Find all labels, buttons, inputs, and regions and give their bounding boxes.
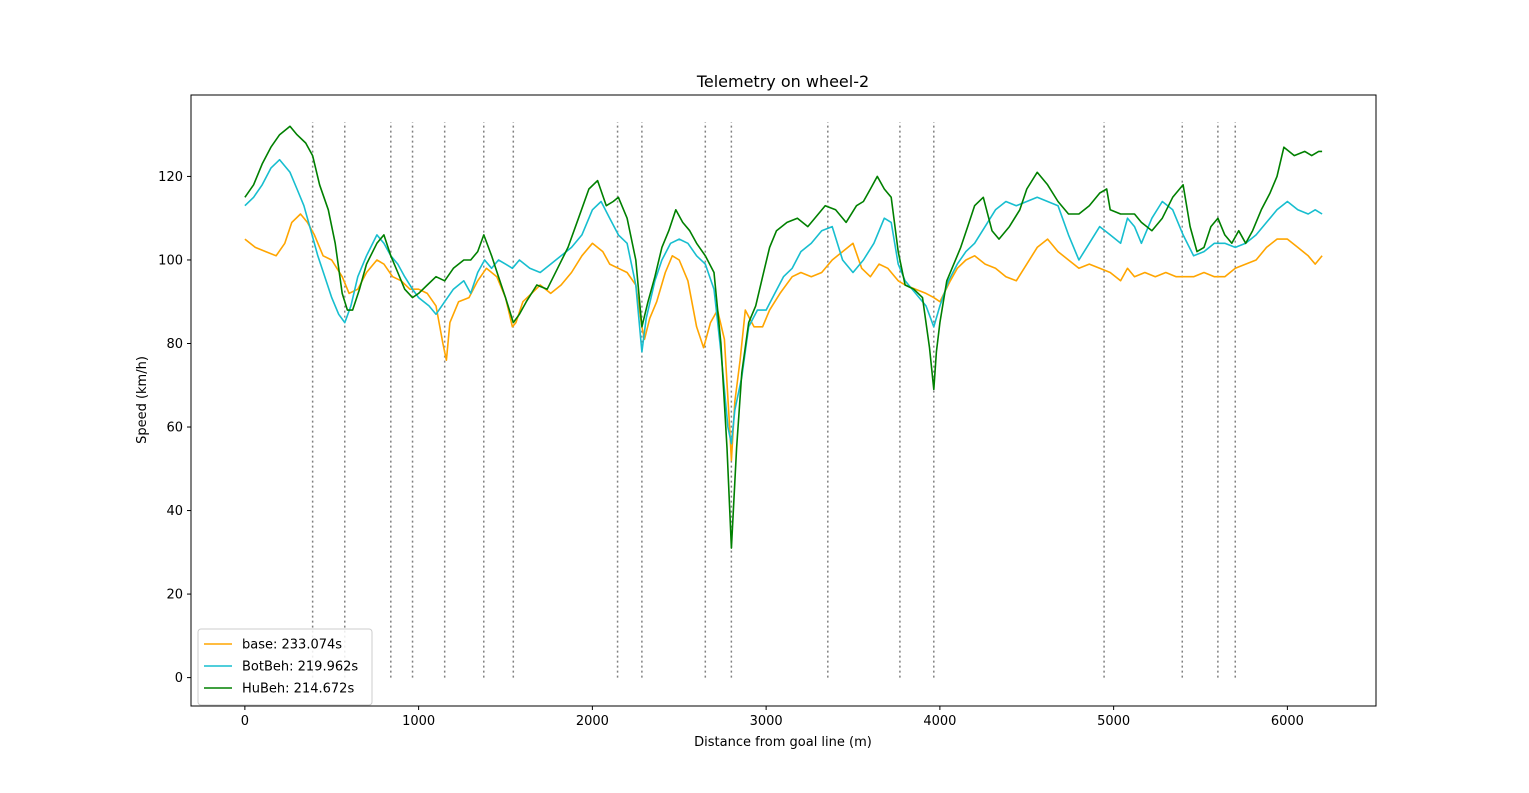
y-tick-label: 80 bbox=[166, 337, 183, 352]
series-lines bbox=[244, 125, 1323, 549]
series-line-2 bbox=[244, 125, 1323, 549]
series-line-0 bbox=[244, 213, 1323, 462]
y-axis: 0 20 40 60 80 100 120 bbox=[158, 170, 191, 686]
y-tick-label: 20 bbox=[166, 588, 183, 603]
x-tick-label: 1000 bbox=[402, 714, 435, 729]
plot-area-frame bbox=[190, 94, 1377, 707]
y-tick-label: 0 bbox=[175, 671, 183, 686]
legend-box bbox=[197, 628, 373, 706]
legend-label-0: base: 233.074s bbox=[242, 638, 342, 653]
x-tick-label: 0 bbox=[241, 714, 249, 729]
x-tick-label: 2000 bbox=[576, 714, 609, 729]
y-tick-label: 120 bbox=[158, 170, 183, 185]
series-line-1 bbox=[244, 158, 1323, 445]
legend: base: 233.074s BotBeh: 219.962s HuBeh: 214… bbox=[197, 628, 373, 706]
y-tick-label: 60 bbox=[166, 421, 183, 436]
legend-label-1: BotBeh: 219.962s bbox=[242, 660, 358, 675]
x-axis: 0 1000 2000 3000 4000 5000 6000 bbox=[241, 706, 1304, 729]
x-tick-label: 3000 bbox=[750, 714, 783, 729]
x-axis-label: Distance from goal line (m) bbox=[694, 735, 872, 750]
legend-label-2: HuBeh: 214.672s bbox=[242, 682, 354, 697]
x-tick-label: 4000 bbox=[923, 714, 956, 729]
y-tick-label: 100 bbox=[158, 253, 183, 268]
y-tick-label: 40 bbox=[166, 504, 183, 519]
x-tick-label: 5000 bbox=[1097, 714, 1130, 729]
chart-title: Telemetry on wheel-2 bbox=[696, 72, 869, 91]
x-tick-label: 6000 bbox=[1271, 714, 1304, 729]
y-axis-label: Speed (km/h) bbox=[135, 356, 150, 444]
segment-markers bbox=[311, 122, 1237, 678]
